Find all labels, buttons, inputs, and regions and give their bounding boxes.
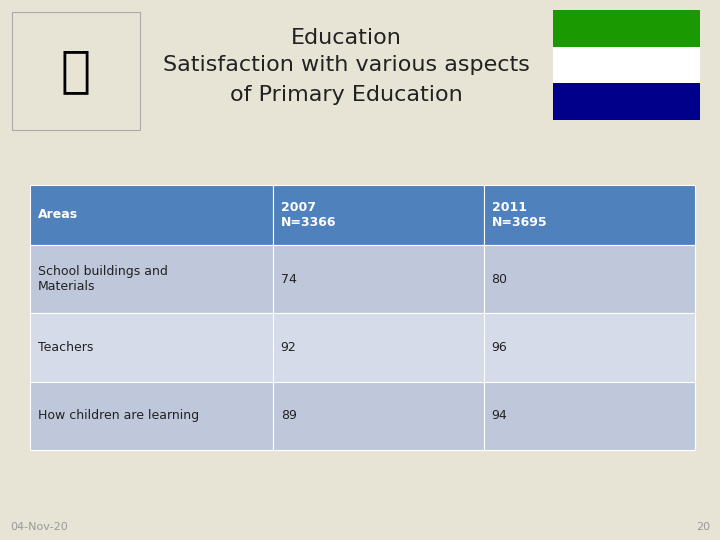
Bar [484, 185, 695, 245]
Text: 2011
N=3695: 2011 N=3695 [492, 201, 547, 229]
Bar [484, 313, 695, 382]
Text: 🏛: 🏛 [61, 47, 91, 95]
Text: Satisfaction with various aspects: Satisfaction with various aspects [163, 55, 530, 75]
Text: 20: 20 [696, 522, 710, 532]
Bar [30, 382, 273, 450]
Text: Education: Education [291, 28, 402, 48]
Bar [484, 245, 695, 313]
Text: 2007
N=3366: 2007 N=3366 [281, 201, 336, 229]
Text: 89: 89 [281, 409, 297, 422]
Bar [273, 313, 484, 382]
Bar [553, 46, 700, 83]
Text: 74: 74 [281, 273, 297, 286]
Bar [30, 185, 273, 245]
Text: 94: 94 [492, 409, 508, 422]
Text: 92: 92 [281, 341, 297, 354]
Text: 80: 80 [492, 273, 508, 286]
Text: of Primary Education: of Primary Education [230, 85, 463, 105]
Bar [273, 382, 484, 450]
Bar [273, 245, 484, 313]
Text: Teachers: Teachers [38, 341, 94, 354]
Text: 04-Nov-20: 04-Nov-20 [10, 522, 68, 532]
Bar [484, 382, 695, 450]
Bar [12, 12, 140, 130]
Text: How children are learning: How children are learning [38, 409, 199, 422]
Text: 96: 96 [492, 341, 508, 354]
Bar [273, 185, 484, 245]
Bar [30, 313, 273, 382]
Text: Areas: Areas [38, 208, 78, 221]
Text: School buildings and
Materials: School buildings and Materials [38, 265, 168, 293]
Bar [553, 10, 700, 46]
Bar [553, 83, 700, 120]
Bar [30, 245, 273, 313]
